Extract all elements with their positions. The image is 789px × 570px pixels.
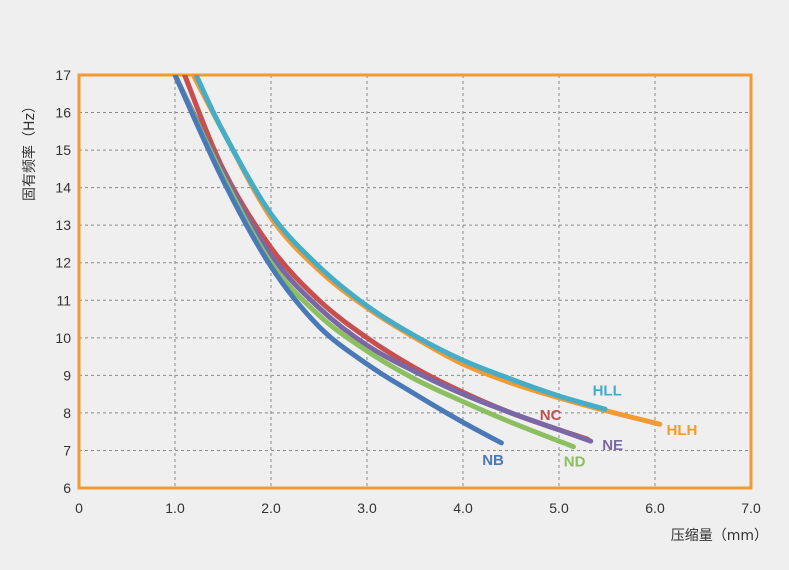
series-line-nb <box>172 75 504 446</box>
y-tick-label: 8 <box>63 405 71 421</box>
x-axis-ticks: 0 1.0 2.0 3.0 4.0 5.0 6.0 7.0 <box>75 500 761 516</box>
y-axis-label: 固有频率（Hz） <box>21 99 38 201</box>
series-label-hlh: HLH <box>667 422 698 439</box>
series-label-nd: ND <box>564 454 586 471</box>
series-line-hll <box>193 75 608 412</box>
y-tick-label: 12 <box>55 255 71 271</box>
series-label-nc: NC <box>540 407 562 424</box>
x-tick-label: 4.0 <box>453 500 473 516</box>
x-tick-label: 1.0 <box>165 500 185 516</box>
x-axis-label: 压缩量（mm） <box>671 528 768 544</box>
y-tick-label: 9 <box>63 367 71 383</box>
x-tick-label: 5.0 <box>549 500 569 516</box>
x-tick-label: 2.0 <box>261 500 281 516</box>
series-label-nb: NB <box>482 452 504 469</box>
series-line-nd <box>172 75 576 450</box>
x-tick-label: 6.0 <box>645 500 665 516</box>
series-group <box>172 75 663 450</box>
y-tick-label: 6 <box>63 480 71 496</box>
x-tick-label: 3.0 <box>357 500 377 516</box>
grid <box>79 75 751 488</box>
x-tick-label: 7.0 <box>741 500 761 516</box>
series-label-hll: HLL <box>593 382 622 399</box>
y-tick-label: 16 <box>55 105 71 121</box>
x-tick-label: 0 <box>75 500 83 516</box>
y-tick-label: 11 <box>56 292 71 308</box>
y-tick-label: 17 <box>55 67 71 83</box>
y-tick-label: 13 <box>55 217 71 233</box>
series-labels: HLH HLL NC NE ND NB <box>482 382 697 470</box>
series-label-ne: NE <box>602 437 623 454</box>
plot-frame <box>77 73 753 490</box>
y-tick-label: 14 <box>55 180 71 196</box>
y-tick-label: 7 <box>63 442 71 458</box>
y-axis-ticks: 6 7 8 9 10 11 12 13 14 15 16 17 <box>55 67 71 496</box>
y-tick-label: 15 <box>55 142 71 158</box>
y-tick-label: 10 <box>55 330 71 346</box>
